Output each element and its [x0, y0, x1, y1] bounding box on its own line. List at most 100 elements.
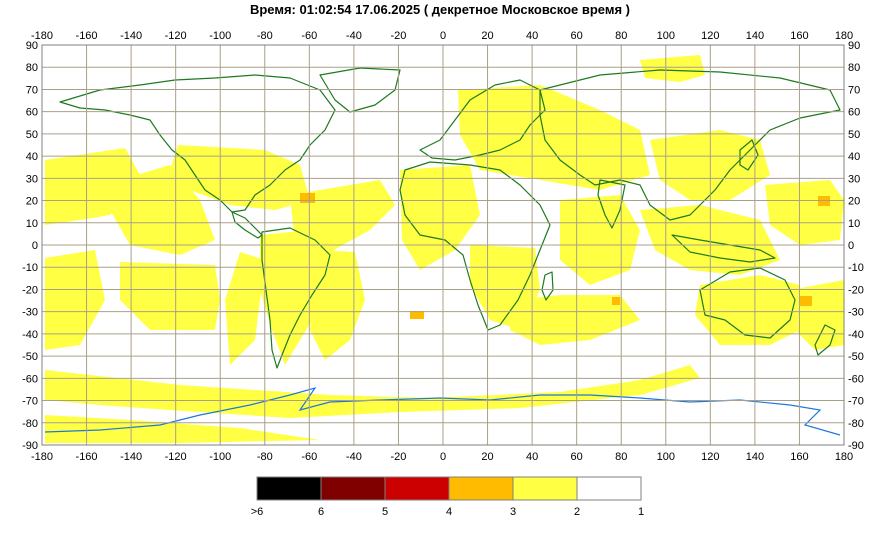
zone-australia — [695, 275, 800, 345]
coast-new-zealand — [814, 324, 836, 356]
x-tick-label-bottom: 20 — [481, 451, 493, 463]
y-tick-label-right: -30 — [848, 307, 864, 319]
coast-north-america — [59, 74, 336, 213]
x-tick-label-bottom: -20 — [390, 451, 406, 463]
x-tick-label-top: 80 — [615, 30, 627, 42]
x-tick-label-top: -60 — [301, 30, 317, 42]
x-tick-label-top: 160 — [790, 30, 808, 42]
x-tick-label-bottom: -60 — [301, 451, 317, 463]
antarctica — [44, 386, 841, 436]
x-tick-label-top: 120 — [701, 30, 719, 42]
coast-antarctica — [44, 386, 841, 436]
y-tick-label-left: 30 — [26, 173, 38, 185]
zone-antarctic-west — [45, 415, 320, 443]
y-tick-label-left: 70 — [26, 84, 38, 96]
x-tick-label-bottom: -80 — [257, 451, 273, 463]
coast-central-america — [231, 211, 263, 239]
x-tick-label-bottom: 120 — [701, 451, 719, 463]
legend: >6 6 5 4 3 2 1 — [251, 476, 644, 518]
y-tick-label-left: -50 — [22, 351, 38, 363]
x-tick-label-bottom: -160 — [76, 451, 98, 463]
y-tick-label-right: 40 — [848, 151, 860, 163]
x-tick-label-top: 20 — [481, 30, 493, 42]
y-tick-label-left: -10 — [22, 262, 38, 274]
y-tick-label-left: 40 — [26, 151, 38, 163]
y-tick-label-left: 90 — [26, 40, 38, 52]
legend-swatch — [320, 476, 386, 501]
hotspot-indian-ocean — [612, 297, 620, 305]
y-tick-label-right: 10 — [848, 218, 860, 230]
x-tick-label-top: -20 — [390, 30, 406, 42]
zone-north-pacific-far — [640, 55, 705, 82]
y-tick-label-left: 60 — [26, 107, 38, 119]
legend-label: >6 — [251, 506, 264, 518]
coast-australia — [699, 267, 796, 339]
x-tick-label-bottom: -40 — [346, 451, 362, 463]
y-tick-label-left: 80 — [26, 62, 38, 74]
y-tick-label-left: 0 — [32, 240, 38, 252]
x-tick-label-top: 180 — [835, 30, 853, 42]
y-tick-label-left: 50 — [26, 129, 38, 141]
y-tick-label-right: -20 — [848, 284, 864, 296]
x-tick-label-bottom: 100 — [657, 451, 675, 463]
y-tick-label-right: 80 — [848, 62, 860, 74]
x-tick-label-bottom: 40 — [526, 451, 538, 463]
y-tick-label-left: 20 — [26, 196, 38, 208]
legend-label: 3 — [510, 506, 516, 518]
hotspot-atlantic — [300, 193, 315, 203]
zone-south-pacific-east — [120, 262, 220, 330]
legend-swatch — [384, 476, 450, 501]
y-tick-label-right: 30 — [848, 173, 860, 185]
zone-north-america-band — [170, 145, 310, 210]
y-tick-label-right: -60 — [848, 373, 864, 385]
coast-madagascar — [541, 271, 554, 301]
y-tick-label-left: -30 — [22, 307, 38, 319]
y-tick-label-right: 0 — [848, 240, 854, 252]
zone-indian-ocean — [560, 195, 640, 285]
y-tick-label-right: -10 — [848, 262, 864, 274]
x-tick-label-top: 100 — [657, 30, 675, 42]
hotspot-south-atlantic — [410, 311, 424, 319]
x-tick-label-top: 40 — [526, 30, 538, 42]
y-tick-label-right: -90 — [848, 440, 864, 452]
x-tick-label-top: -160 — [76, 30, 98, 42]
y-tick-label-right: 70 — [848, 84, 860, 96]
x-tick-label-bottom: 160 — [790, 451, 808, 463]
zone-south-america — [260, 230, 330, 365]
map-frame — [41, 44, 845, 446]
y-tick-label-right: 60 — [848, 107, 860, 119]
legend-label: 1 — [638, 506, 644, 518]
y-tick-label-left: -60 — [22, 373, 38, 385]
x-tick-label-bottom: -140 — [120, 451, 142, 463]
y-tick-label-right: -70 — [848, 396, 864, 408]
legend-swatch — [256, 476, 322, 501]
coast-africa — [399, 161, 551, 331]
x-tick-label-top: -120 — [165, 30, 187, 42]
legend-label: 4 — [446, 506, 452, 518]
zone-north-atlantic — [290, 180, 395, 252]
map-title: Время: 01:02:54 17.06.2025 ( декретное М… — [249, 2, 631, 17]
coast-india — [597, 179, 626, 229]
zone-africa-west — [400, 165, 480, 270]
x-tick-label-top: -80 — [257, 30, 273, 42]
x-tick-label-top: 0 — [440, 30, 446, 42]
y-tick-label-left: -90 — [22, 440, 38, 452]
y-tick-label-left: -20 — [22, 284, 38, 296]
x-tick-label-bottom: 0 — [440, 451, 446, 463]
legend-swatch — [448, 476, 514, 501]
legend-swatch — [512, 476, 578, 501]
y-tick-label-left: -80 — [22, 418, 38, 430]
x-tick-label-bottom: 60 — [571, 451, 583, 463]
coast-japan — [739, 139, 759, 171]
x-tick-label-top: -180 — [31, 30, 53, 42]
x-tick-label-top: 60 — [571, 30, 583, 42]
hotspot-australia-east — [800, 296, 812, 306]
x-tick-label-top: -40 — [346, 30, 362, 42]
coastlines — [59, 67, 841, 369]
y-tick-label-left: 10 — [26, 218, 38, 230]
zone-south-ocean-band — [45, 365, 700, 418]
zone-south-pacific-west — [45, 250, 105, 350]
legend-label: 2 — [574, 506, 580, 518]
y-tick-label-left: -40 — [22, 329, 38, 341]
legend-label: 6 — [318, 506, 324, 518]
